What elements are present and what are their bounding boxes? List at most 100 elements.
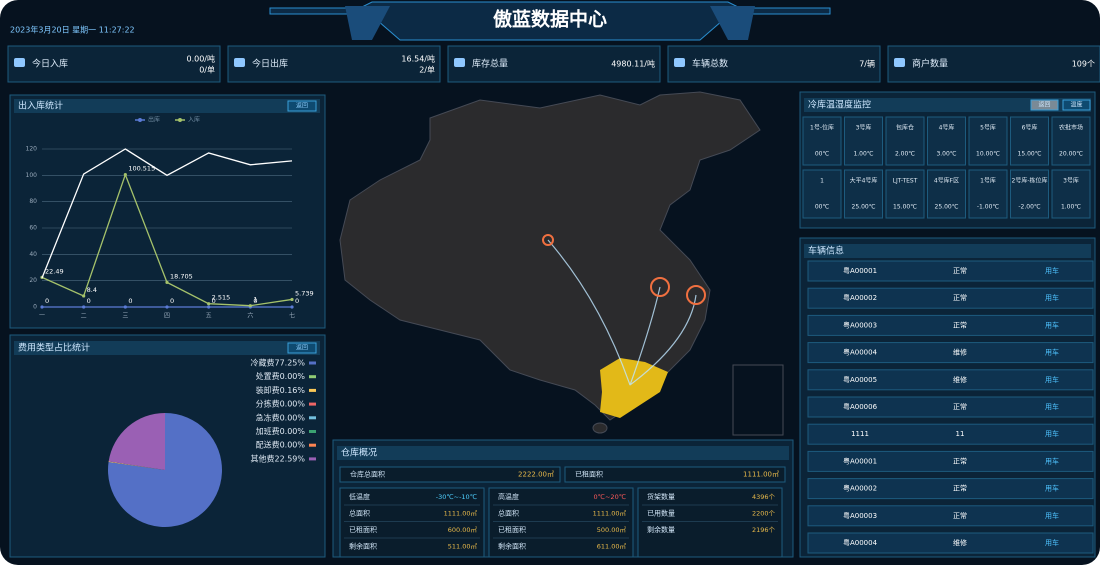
card-label: 剩余数量 — [647, 525, 675, 534]
card-label: 已租面积 — [498, 525, 526, 534]
vehicle-row — [807, 423, 1094, 445]
stat-value: 16.54/吨 — [401, 54, 435, 64]
button-bg — [287, 100, 317, 112]
banner-deco — [710, 6, 755, 40]
map-point — [686, 285, 706, 305]
vehicle-row — [807, 450, 1094, 472]
cell — [1010, 116, 1049, 166]
legend-label: 处置费 — [256, 371, 280, 381]
cell — [802, 169, 842, 219]
data-label: 0 — [295, 297, 299, 305]
plate: 粤A00002 — [843, 484, 877, 493]
cell-temp: 15.00℃ — [1018, 151, 1042, 158]
card — [488, 487, 634, 558]
legend-dot — [138, 118, 142, 122]
button[interactable]: 返回 — [296, 103, 308, 110]
cell — [844, 169, 883, 219]
card-label: 已用数量 — [647, 509, 675, 518]
data-label: 100.515 — [128, 165, 155, 173]
card-value: 600.00㎡ — [448, 525, 478, 534]
action[interactable]: 用车 — [1045, 538, 1059, 547]
button[interactable]: 温度 — [1070, 101, 1082, 109]
cell-name: 3号库 — [1063, 177, 1079, 185]
point — [290, 297, 294, 302]
cell — [1010, 169, 1049, 219]
legend-value: 22.59% — [274, 454, 305, 463]
data-label: 0 — [128, 297, 132, 305]
stat-label: 商户数量 — [912, 58, 948, 70]
stat-sub: 0/单 — [199, 65, 215, 75]
action[interactable]: 用车 — [1045, 456, 1059, 465]
action[interactable]: 用车 — [1045, 375, 1059, 384]
y-tick-label: 60 — [29, 225, 37, 232]
action[interactable]: 用车 — [1045, 511, 1059, 520]
status: 维修 — [953, 538, 967, 547]
data-label: 0 — [45, 297, 49, 305]
card-label: 总面积 — [349, 509, 370, 518]
card-value: -30℃~-10℃ — [436, 493, 477, 501]
status: 正常 — [953, 293, 967, 302]
legend-swatch — [309, 430, 316, 433]
action[interactable]: 用车 — [1045, 348, 1059, 357]
cell-name: 1号库 — [980, 177, 996, 185]
card-value: 611.00㎡ — [597, 542, 627, 551]
stat-box — [887, 45, 1100, 83]
stat-value: 7/辆 — [859, 59, 875, 69]
action[interactable]: 用车 — [1045, 429, 1059, 438]
point — [40, 305, 44, 309]
legend-label: 出库 — [148, 116, 160, 124]
x-tick-label: 一 — [39, 313, 45, 320]
status: 正常 — [953, 266, 967, 275]
x-tick-label: 二 — [81, 313, 87, 320]
button[interactable]: 返回 — [1038, 102, 1050, 109]
panel-title: 出入库统计 — [18, 100, 63, 112]
card-value: 2200个 — [752, 510, 776, 518]
summary-box — [564, 466, 786, 483]
data-label: 8.4 — [87, 286, 97, 294]
cell-name: 6号库 — [1022, 124, 1038, 132]
map-region — [339, 91, 761, 421]
cell-temp: 15.00℃ — [893, 204, 917, 211]
action[interactable]: 用车 — [1045, 266, 1059, 275]
point — [207, 302, 211, 306]
button[interactable]: 返回 — [296, 345, 308, 352]
card-value: 1111.00㎡ — [444, 509, 478, 518]
card-label: 货架数量 — [647, 492, 675, 501]
action[interactable]: 用车 — [1045, 402, 1059, 411]
stat-label: 车辆总数 — [692, 58, 728, 70]
action[interactable]: 用车 — [1045, 484, 1059, 493]
cell — [1051, 169, 1091, 219]
status: 维修 — [953, 375, 967, 384]
summary-value: 1111.00㎡ — [743, 471, 779, 479]
data-label: 22.49 — [45, 267, 64, 275]
status: 正常 — [953, 320, 967, 329]
action[interactable]: 用车 — [1045, 320, 1059, 329]
cell-temp: 2.00℃ — [895, 151, 915, 158]
map-point — [542, 234, 554, 246]
stat-icon — [454, 58, 465, 67]
action[interactable]: 用车 — [1045, 293, 1059, 302]
card-label: 剩余面积 — [349, 542, 377, 551]
cell-name: 大平4号库 — [850, 177, 878, 185]
cell — [927, 169, 966, 219]
cell — [968, 116, 1008, 166]
legend-swatch — [309, 443, 316, 447]
legend-value: 0.16% — [280, 386, 306, 395]
status: 维修 — [953, 348, 967, 357]
plate: 1111 — [851, 430, 869, 438]
card-label: 剩余面积 — [498, 542, 526, 551]
plate: 粤A00005 — [843, 375, 877, 384]
panel-title: 车辆信息 — [808, 245, 844, 257]
x-tick-label: 七 — [289, 312, 295, 320]
button-bg — [1030, 99, 1059, 111]
vehicle-row — [807, 342, 1094, 364]
map-island — [592, 422, 608, 434]
cell-temp: 1.00℃ — [853, 151, 873, 158]
cell-temp: 00℃ — [815, 151, 830, 158]
legend-label: 急冻费 — [256, 412, 280, 422]
legend-value: 0.00% — [280, 427, 306, 436]
stat-value: 4980.11/吨 — [611, 59, 655, 69]
cell-temp: 00℃ — [815, 204, 830, 211]
card-label: 总面积 — [498, 509, 519, 518]
map-highlight — [600, 358, 668, 418]
